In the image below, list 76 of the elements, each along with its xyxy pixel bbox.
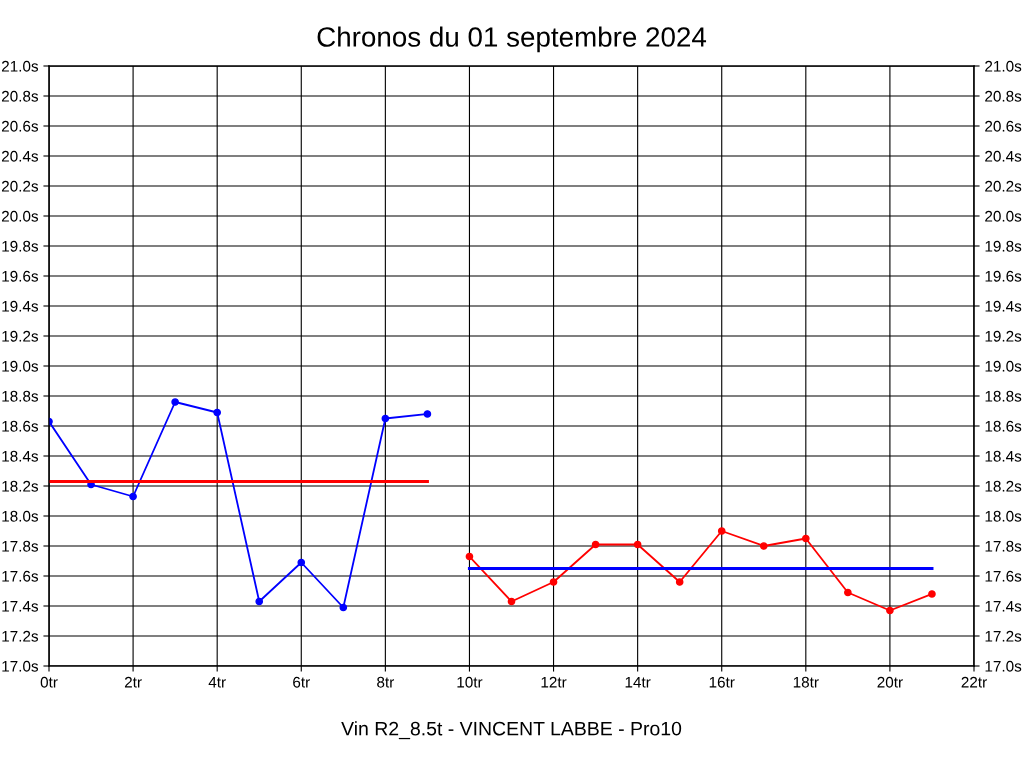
x-tick-label: 6tr xyxy=(293,676,310,688)
y-tick-label: 19.2s xyxy=(2,330,39,342)
point xyxy=(423,410,432,418)
point xyxy=(717,527,726,535)
y-tick-label: 17.0s xyxy=(2,660,39,672)
y-tick-label: 18.4s xyxy=(2,450,39,462)
y-tick-label: 20.2s xyxy=(1,180,39,192)
y-tick-label: 19.0s xyxy=(2,360,39,372)
y-tick-label: 20.4s xyxy=(1,150,39,162)
point xyxy=(129,492,137,501)
y2-tick-label: 17.4s xyxy=(985,601,1022,612)
x-tick-label: 14tr xyxy=(625,676,651,688)
y2-tick-label: 20.6s xyxy=(985,120,1022,132)
y2-tick-label: 18.0s xyxy=(985,510,1022,522)
point xyxy=(633,540,642,549)
x-tick-label: 12tr xyxy=(541,676,567,688)
x-tick-label: 4tr xyxy=(208,676,226,688)
x-tick-label: 16tr xyxy=(709,676,735,688)
x-tick-label: 2tr xyxy=(124,676,142,688)
y-tick-label: 17.6s xyxy=(2,570,39,582)
y2-tick-label: 17.0s xyxy=(985,660,1022,672)
x-axis-title: Vin R2_8.5t - VINCENT LABBE - Pro10 xyxy=(341,721,682,740)
point xyxy=(465,552,474,561)
y2-tick-label: 20.8s xyxy=(985,90,1022,102)
y2-tick-label: 18.8s xyxy=(985,390,1022,402)
y2-tick-label: 20.4s xyxy=(985,150,1022,162)
x-tick-label: 18tr xyxy=(793,676,819,688)
x-tick-label: 20tr xyxy=(877,676,903,688)
y2-tick-label: 19.8s xyxy=(985,240,1022,252)
y2-tick-label: 18.6s xyxy=(985,420,1022,432)
point xyxy=(801,534,810,543)
y-tick-label: 19.8s xyxy=(2,240,39,252)
y-tick-label: 17.2s xyxy=(2,630,39,642)
point xyxy=(844,588,852,597)
y-tick-label: 19.6s xyxy=(2,270,39,282)
point xyxy=(339,603,348,612)
y-tick-label: 18.2s xyxy=(2,480,39,492)
y2-tick-label: 17.2s xyxy=(985,630,1022,642)
y-tick-label: 21.0s xyxy=(1,60,39,72)
y-tick-label: 18.0s xyxy=(2,510,39,522)
point xyxy=(675,578,684,586)
y2-tick-label: 20.0s xyxy=(985,210,1022,222)
y-tick-label: 19.4s xyxy=(2,300,39,312)
y2-tick-label: 18.2s xyxy=(985,480,1022,492)
y2-tick-label: 19.4s xyxy=(985,300,1022,312)
point xyxy=(507,597,516,606)
y2-tick-label: 19.2s xyxy=(985,330,1022,342)
y-tick-label: 18.6s xyxy=(2,420,39,432)
y-tick-label: 20.6s xyxy=(1,120,39,132)
y2-tick-label: 18.4s xyxy=(985,450,1022,462)
y2-tick-label: 20.2s xyxy=(985,180,1022,192)
y-tick-label: 17.8s xyxy=(2,540,39,552)
point xyxy=(549,578,558,586)
point xyxy=(255,597,264,606)
point xyxy=(759,542,768,550)
x-tick-label: 8tr xyxy=(377,676,395,688)
y-tick-label: 20.0s xyxy=(1,210,39,222)
x-tick-label: 0tr xyxy=(40,676,58,688)
y-tick-label: 17.4s xyxy=(2,601,39,612)
point xyxy=(171,398,179,406)
point xyxy=(928,590,936,598)
y2-tick-label: 21.0s xyxy=(985,60,1022,72)
x-tick-label: 22tr xyxy=(961,676,987,688)
y2-tick-label: 17.6s xyxy=(985,570,1022,582)
y-tick-label: 18.8s xyxy=(2,390,39,402)
point xyxy=(381,414,390,423)
point xyxy=(591,540,600,549)
y2-tick-label: 17.8s xyxy=(985,540,1022,552)
x-tick-label: 10tr xyxy=(457,676,483,688)
point xyxy=(886,606,894,615)
y2-tick-label: 19.0s xyxy=(985,360,1022,372)
y-tick-label: 20.8s xyxy=(1,90,39,102)
point xyxy=(213,408,222,417)
chart-title: Chronos du 01 septembre 2024 xyxy=(317,26,707,53)
y2-tick-label: 19.6s xyxy=(985,270,1022,282)
point xyxy=(297,558,306,567)
